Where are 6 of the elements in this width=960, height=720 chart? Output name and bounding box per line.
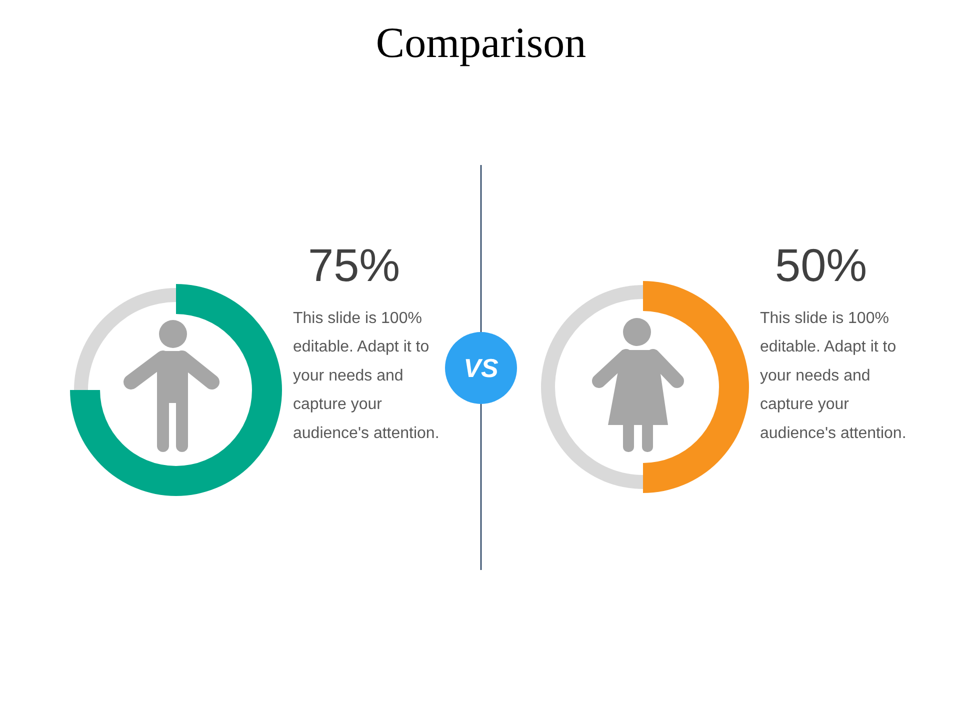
text: Comparison (376, 20, 586, 67)
data-label: 75% (308, 239, 400, 291)
text: This slide is 100% editable. Adapt it to your needs and capture your audience's attention. (293, 310, 440, 442)
data-label: 50% (775, 239, 868, 291)
text: VS (464, 353, 499, 383)
text: This slide is 100% editable. Adapt it to your needs and capture your audience's attention. (760, 310, 906, 442)
